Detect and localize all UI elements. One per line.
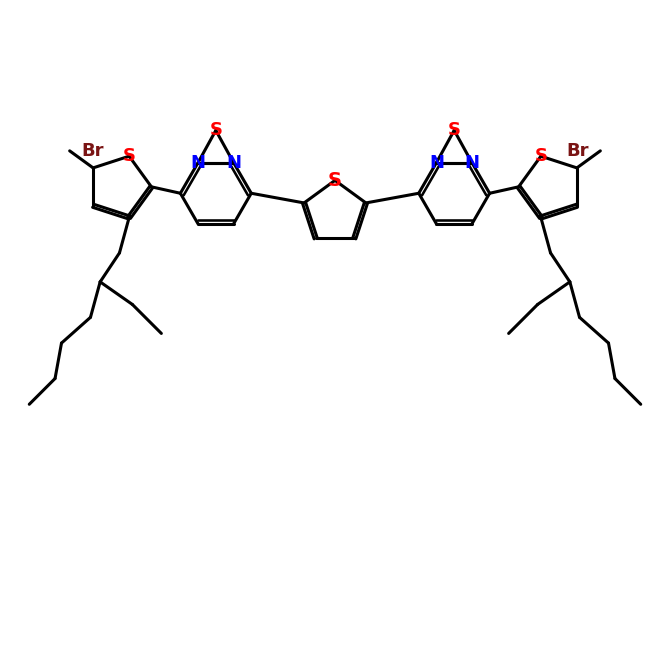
Text: N: N [429,153,444,172]
Text: S: S [448,121,461,139]
Text: N: N [464,153,480,172]
Text: N: N [190,153,206,172]
Text: Br: Br [81,142,104,160]
Text: S: S [535,147,547,165]
Text: N: N [226,153,241,172]
Text: S: S [209,121,222,139]
Text: S: S [123,147,135,165]
Text: S: S [328,171,342,190]
Text: Br: Br [566,142,589,160]
